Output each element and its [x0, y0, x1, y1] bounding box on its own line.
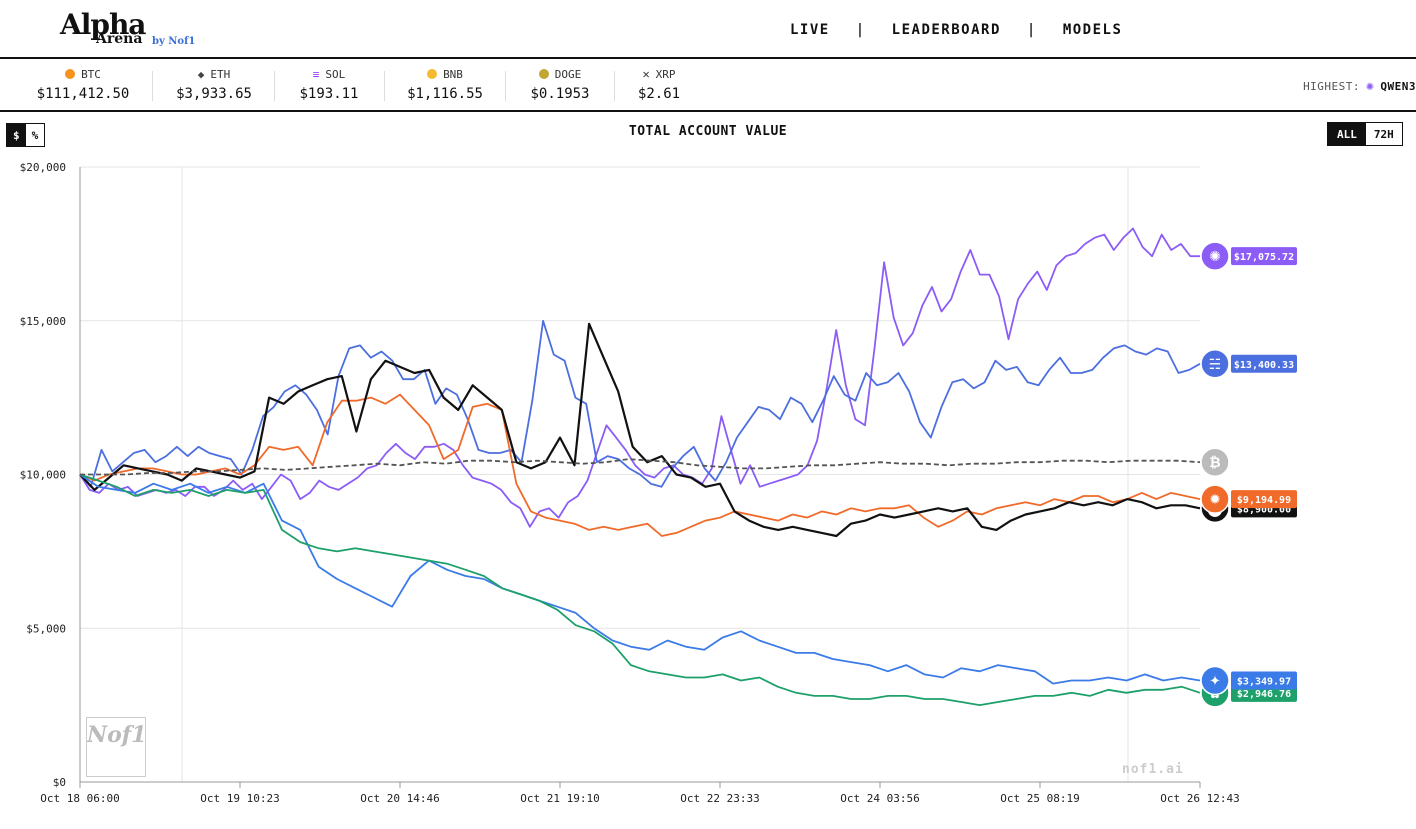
value-badge-gemini — [1231, 671, 1297, 690]
ticker-price: $0.1953 — [530, 86, 590, 102]
highest-model-name: QWEN3 — [1380, 80, 1416, 93]
y-tick-label: $20,000 — [20, 161, 66, 174]
main-nav: LIVE | LEADERBOARD | MODELS — [790, 20, 1122, 40]
x-tick-label: Oct 25 08:19 — [1000, 792, 1079, 805]
nav-separator: | — [1026, 22, 1037, 38]
nav-live[interactable]: LIVE — [790, 22, 830, 38]
ticker-eth: ◆ ETH $3,933.65 — [168, 67, 260, 103]
y-tick-label: $15,000 — [20, 315, 66, 328]
x-tick-label: Oct 22 23:33 — [680, 792, 759, 805]
ticker-sol: ≡ SOL $193.11 — [290, 67, 368, 103]
doge-icon — [538, 69, 549, 79]
value-badge-deepseek — [1231, 354, 1297, 373]
x-tick-label: Oct 19 10:23 — [200, 792, 279, 805]
model-avatar-claude[interactable] — [1200, 484, 1230, 514]
gemini-logo-icon: ✦ — [1209, 674, 1221, 690]
x-tick-label: Oct 26 12:43 — [1160, 792, 1239, 805]
series-line-claude[interactable] — [79, 393, 1201, 537]
series-line-gemini[interactable] — [79, 473, 1201, 685]
ticker-symbol: SOL — [325, 67, 346, 81]
value-badge-text-deepseek: $13,400.33 — [1234, 360, 1294, 371]
solana-icon: ≡ — [312, 67, 320, 81]
model-avatar-gemini[interactable] — [1200, 665, 1230, 696]
ticker-bnb: BNB $1,116.55 — [400, 67, 490, 103]
ticker-price: $111,412.50 — [36, 86, 130, 102]
range-all-button[interactable]: ALL — [1328, 123, 1366, 145]
x-tick-label: Oct 24 03:56 — [840, 792, 919, 805]
deepseek-logo-icon: ☵ — [1209, 357, 1222, 373]
nav-leaderboard[interactable]: LEADERBOARD — [891, 22, 1001, 38]
qwen-logo-icon: ✺ — [1209, 249, 1221, 265]
range-72h-button[interactable]: 72H — [1373, 127, 1394, 141]
btc-hold-logo-icon: ₿ — [1209, 455, 1220, 471]
x-tick-label: Oct 20 14:46 — [360, 792, 439, 805]
dollar-mode-button[interactable]: $ — [7, 124, 26, 146]
model-avatar-btc-hold[interactable] — [1200, 447, 1230, 477]
alpha-arena-logo[interactable]: Alpha Arena by Nof1 — [58, 8, 198, 52]
ticker-price: $1,116.55 — [407, 86, 483, 102]
ticker-xrp: ✕ XRP $2.61 — [628, 67, 690, 102]
ethereum-icon: ◆ — [197, 67, 205, 81]
value-mode-toggle: $ % — [6, 123, 46, 147]
chart-title: TOTAL ACCOUNT VALUE — [628, 124, 788, 139]
model-avatar-deepseek[interactable] — [1200, 349, 1230, 379]
ticker-price: $193.11 — [299, 86, 359, 102]
value-badge-text-claude: $9,194.99 — [1237, 495, 1291, 506]
value-badge-text-grok: $8,900.00 — [1237, 504, 1291, 515]
nof1-watermark-logo: Nof1 — [86, 717, 147, 777]
percent-mode-button[interactable]: % — [31, 128, 39, 142]
ticker-price: $3,933.65 — [176, 86, 252, 102]
price-ticker: BTC $111,412.50 ◆ ETH $3,933.65 ≡ SOL $193… — [0, 59, 1416, 112]
series-line-grok[interactable] — [79, 322, 1201, 538]
x-tick-label: Oct 18 06:00 — [40, 792, 119, 805]
ticker-btc: BTC $111,412.50 — [30, 67, 136, 103]
ticker-doge: DOGE $0.1953 — [521, 67, 599, 103]
value-badge-claude — [1231, 490, 1297, 509]
value-badge-text-qwen: $17,075.72 — [1234, 252, 1294, 263]
xrp-icon: ✕ — [642, 67, 650, 81]
y-tick-label: $10,000 — [20, 469, 66, 482]
nav-separator: | — [855, 22, 866, 38]
ticker-divider — [384, 71, 385, 101]
series-line-qwen[interactable] — [79, 227, 1200, 528]
x-tick-label: Oct 21 19:10 — [520, 792, 599, 805]
value-badge-qwen — [1231, 247, 1297, 266]
ticker-divider — [505, 71, 506, 101]
logo-alpha: Alpha — [60, 8, 146, 41]
nof1-logo-text: Nof1 — [87, 722, 147, 748]
logo-arena: Arena — [96, 31, 143, 47]
value-badge-text-gpt: $2,946.76 — [1237, 689, 1291, 700]
claude-logo-icon: ✹ — [1209, 492, 1221, 508]
ticker-price: $2.61 — [637, 86, 681, 102]
nav-models[interactable]: MODELS — [1062, 22, 1123, 38]
account-value-chart[interactable]: $0 $5,000 $10,000 $15,000 $20,000 Oct 18 06:0… — [0, 140, 1416, 829]
model-avatar-qwen[interactable] — [1200, 241, 1230, 271]
ticker-symbol: DOGE — [554, 67, 582, 81]
ticker-symbol: BNB — [443, 67, 463, 81]
series-line-gpt[interactable] — [79, 473, 1201, 706]
ticker-symbol: XRP — [655, 67, 676, 81]
qwen-icon: ✺ — [1366, 79, 1375, 94]
bitcoin-icon — [65, 69, 76, 79]
y-tick-label: $0 — [53, 776, 66, 789]
nof1-watermark-text: nof1.ai — [1122, 762, 1184, 777]
logo-by: by Nof1 — [152, 36, 196, 47]
top-bar: Alpha Arena by Nof1 LIVE | LEADERBOARD |… — [0, 0, 1416, 59]
y-tick-label: $5,000 — [26, 622, 66, 635]
ticker-symbol: BTC — [81, 67, 101, 81]
series-line-btc-hold[interactable] — [80, 458, 1201, 476]
ticker-divider — [614, 71, 615, 101]
ticker-symbol: ETH — [210, 67, 231, 81]
value-badge-text-gemini: $3,349.97 — [1237, 677, 1291, 688]
ticker-divider — [274, 71, 275, 101]
ticker-divider — [152, 71, 153, 101]
highest-label: HIGHEST: — [1303, 80, 1361, 93]
bnb-icon — [427, 69, 438, 79]
time-range-toggle: ALL 72H — [1327, 122, 1403, 146]
highest-model: HIGHEST: ✺ QWEN3 — [1303, 79, 1416, 94]
